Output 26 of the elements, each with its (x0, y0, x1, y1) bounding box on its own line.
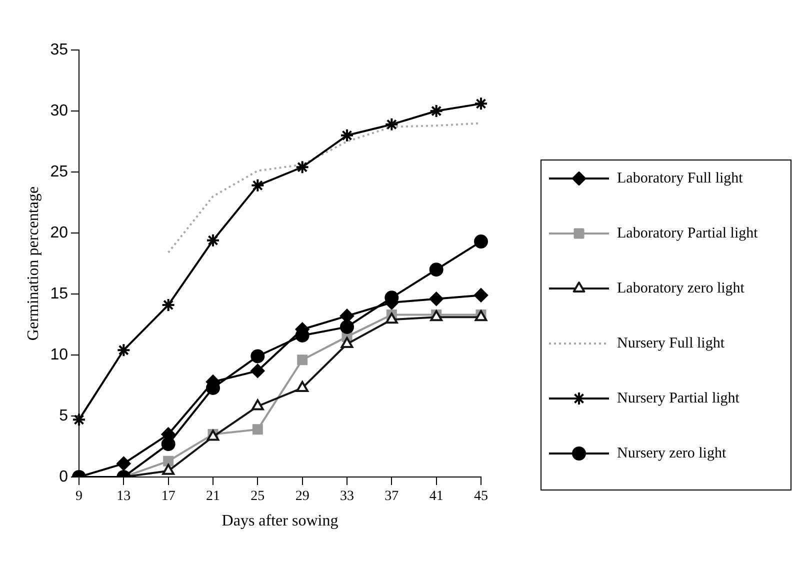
x-tick-label: 37 (384, 489, 399, 504)
legend-label: Laboratory Full light (617, 170, 744, 186)
y-tick-label: 35 (50, 41, 68, 58)
y-tick-label: 30 (50, 102, 68, 120)
x-axis-title: Days after sowing (222, 512, 338, 530)
x-tick-label: 21 (206, 489, 220, 504)
x-tick-label: 33 (340, 489, 354, 504)
y-tick-label: 15 (50, 285, 68, 302)
x-tick-label: 45 (474, 489, 488, 504)
legend-label: Nursery Full light (617, 335, 726, 352)
y-tick-label: 0 (59, 468, 68, 486)
legend-label: Laboratory Partial light (617, 225, 759, 242)
x-tick-label: 29 (295, 489, 310, 504)
y-axis-title: Germination percentage (24, 186, 42, 341)
y-tick-label: 25 (50, 163, 68, 180)
legend-label: Nursery zero light (617, 445, 727, 462)
x-tick-label: 9 (75, 489, 82, 504)
legend-label: Nursery Partial light (617, 390, 740, 406)
x-tick-label: 41 (429, 489, 444, 504)
x-tick-label: 17 (161, 489, 176, 504)
legend-label: Laboratory zero light (617, 280, 746, 296)
y-tick-label: 10 (50, 346, 68, 364)
x-tick-label: 25 (250, 489, 265, 504)
y-tick-label: 20 (50, 224, 68, 242)
y-tick-label: 5 (59, 407, 68, 424)
x-tick-label: 13 (116, 489, 131, 504)
